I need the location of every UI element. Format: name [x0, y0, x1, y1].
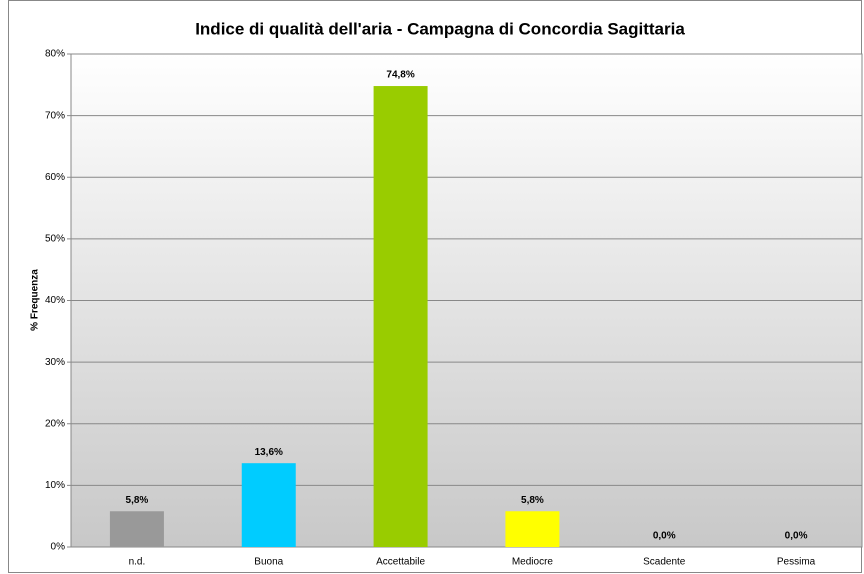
y-tick-label: 0%	[51, 542, 66, 553]
x-tick-label: n.d.	[129, 557, 146, 568]
chart-title: Indice di qualità dell'aria - Campagna d…	[195, 19, 685, 38]
value-label: 0,0%	[653, 531, 676, 542]
x-tick-label: Mediocre	[512, 557, 554, 568]
y-tick-label: 30%	[45, 357, 65, 368]
y-tick-label: 70%	[45, 110, 65, 121]
bar	[373, 86, 428, 548]
value-label: 13,6%	[255, 447, 283, 458]
y-tick-label: 40%	[45, 295, 65, 306]
y-tick-label: 50%	[45, 234, 65, 245]
x-tick-label: Pessima	[777, 557, 816, 568]
value-label: 0,0%	[785, 531, 808, 542]
bar	[505, 511, 560, 547]
y-tick-label: 10%	[45, 480, 65, 491]
y-tick-label: 20%	[45, 418, 65, 429]
x-tick-label: Scadente	[643, 557, 686, 568]
x-tick-label: Accettabile	[376, 557, 425, 568]
x-tick-label: Buona	[254, 557, 283, 568]
bar	[241, 463, 296, 547]
bar	[109, 511, 164, 547]
value-label: 74,8%	[386, 70, 414, 81]
value-label: 5,8%	[126, 495, 149, 506]
value-label: 5,8%	[521, 495, 544, 506]
y-axis-label: % Frequenza	[30, 269, 41, 331]
y-tick-label: 60%	[45, 172, 65, 183]
y-tick-label: 80%	[45, 49, 65, 60]
